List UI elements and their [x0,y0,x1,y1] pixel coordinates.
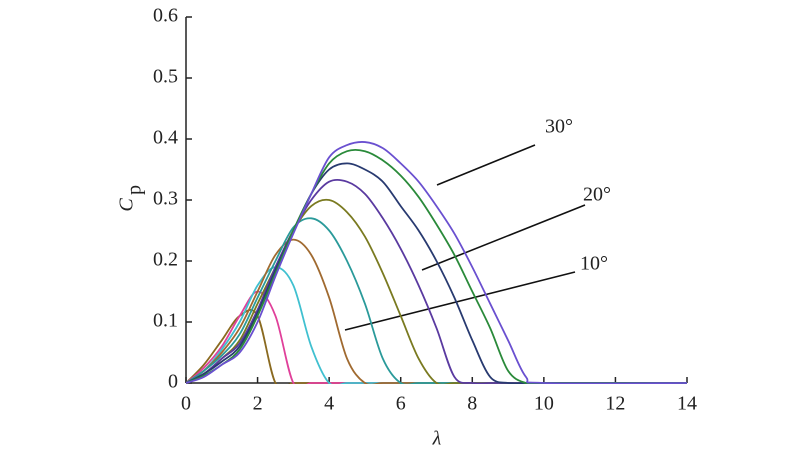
y-axis-label-group: C p [116,185,146,212]
x-tick-label: 10 [534,393,554,415]
x-tick-label: 4 [324,393,334,415]
series-line [186,309,687,384]
y-axis-label: C [116,198,138,212]
y-axis-label-subscript: p [124,185,146,195]
y-tick-label: 0.1 [153,310,178,332]
y-tick-label: 0.6 [153,5,178,27]
annotation: 10° [580,253,608,275]
y-tick-label: 0 [168,371,178,393]
series-line [186,141,688,384]
x-tick-label: 14 [677,393,697,415]
annotation-leader [344,271,576,331]
y-tick-label: 0.4 [153,127,178,149]
x-tick-label: 12 [605,393,625,415]
x-tick-label: 8 [467,393,477,415]
annotation-leader [436,144,536,186]
annotation: 20° [583,184,611,206]
plot-area [186,141,688,384]
y-tick-label: 0.5 [153,66,178,88]
x-axis-label: λ [432,428,442,450]
series-line [186,148,687,384]
x-tick-label: 2 [253,393,263,415]
x-tick-label: 0 [181,393,191,415]
series-line [186,162,687,384]
y-tick-label: 0.3 [153,188,178,210]
y-tick-label: 0.2 [153,249,178,271]
annotation: 30° [545,116,573,138]
annotation-leader [421,204,586,271]
x-tick-label: 6 [396,393,406,415]
